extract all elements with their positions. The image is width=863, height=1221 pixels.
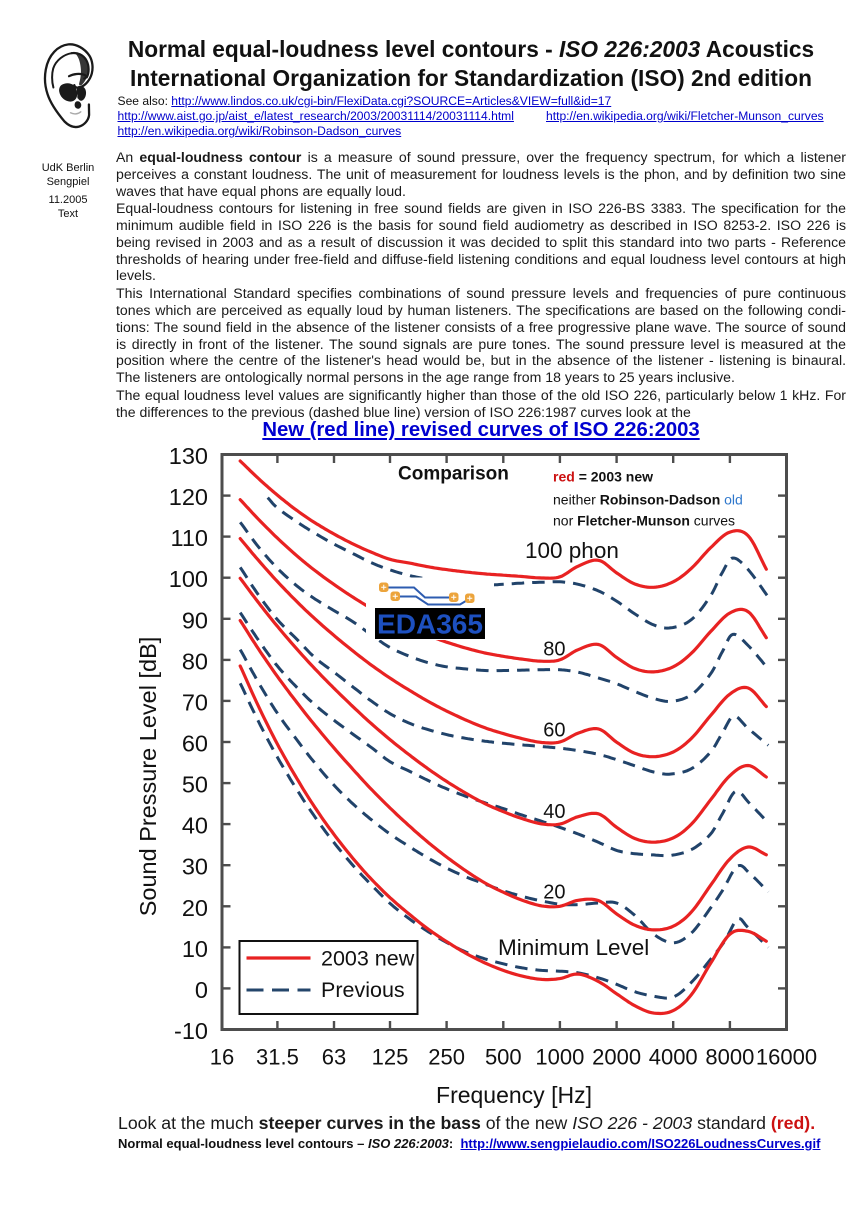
svg-text:Minimum Level: Minimum Level	[498, 935, 649, 960]
svg-text:1000: 1000	[535, 1045, 584, 1070]
svg-text:120: 120	[169, 484, 208, 510]
svg-text:20: 20	[543, 882, 565, 904]
svg-text:90: 90	[182, 607, 208, 633]
svg-text:neither Robinson-Dadson old: neither Robinson-Dadson old	[553, 492, 743, 508]
svg-text:130: 130	[169, 443, 208, 469]
svg-text:20: 20	[182, 895, 208, 921]
svg-text:100: 100	[169, 566, 208, 592]
svg-text:60: 60	[182, 731, 208, 757]
svg-text:125: 125	[372, 1045, 409, 1070]
svg-text:4000: 4000	[649, 1045, 698, 1070]
svg-text:Sound Pressure Level [dB]: Sound Pressure Level [dB]	[135, 637, 161, 917]
svg-text:250: 250	[428, 1045, 465, 1070]
svg-text:40: 40	[543, 801, 565, 823]
svg-text:2003 new: 2003 new	[321, 947, 415, 971]
svg-text:red = 2003 new: red = 2003 new	[553, 469, 653, 485]
svg-text:16000: 16000	[756, 1045, 817, 1070]
svg-text:10: 10	[182, 936, 208, 962]
svg-text:Previous: Previous	[321, 978, 405, 1002]
svg-text:50: 50	[182, 772, 208, 798]
svg-text:40: 40	[182, 813, 208, 839]
svg-text:2000: 2000	[592, 1045, 641, 1070]
svg-text:-10: -10	[174, 1018, 208, 1044]
svg-text:31.5: 31.5	[256, 1045, 299, 1070]
svg-text:100 phon: 100 phon	[525, 538, 619, 563]
svg-text:80: 80	[182, 648, 208, 674]
svg-text:63: 63	[322, 1045, 346, 1070]
svg-text:500: 500	[485, 1045, 522, 1070]
svg-text:8000: 8000	[705, 1045, 754, 1070]
svg-text:16: 16	[210, 1045, 234, 1070]
svg-text:0: 0	[195, 977, 208, 1003]
svg-text:Comparison: Comparison	[398, 464, 509, 485]
svg-text:EDA365: EDA365	[377, 609, 483, 640]
svg-text:Frequency [Hz]: Frequency [Hz]	[436, 1082, 592, 1108]
svg-text:30: 30	[182, 854, 208, 880]
svg-text:70: 70	[182, 689, 208, 715]
svg-text:nor Fletcher-Munson curves: nor Fletcher-Munson curves	[553, 513, 735, 529]
svg-text:80: 80	[543, 639, 565, 661]
svg-text:110: 110	[171, 525, 208, 551]
svg-text:60: 60	[543, 720, 565, 742]
